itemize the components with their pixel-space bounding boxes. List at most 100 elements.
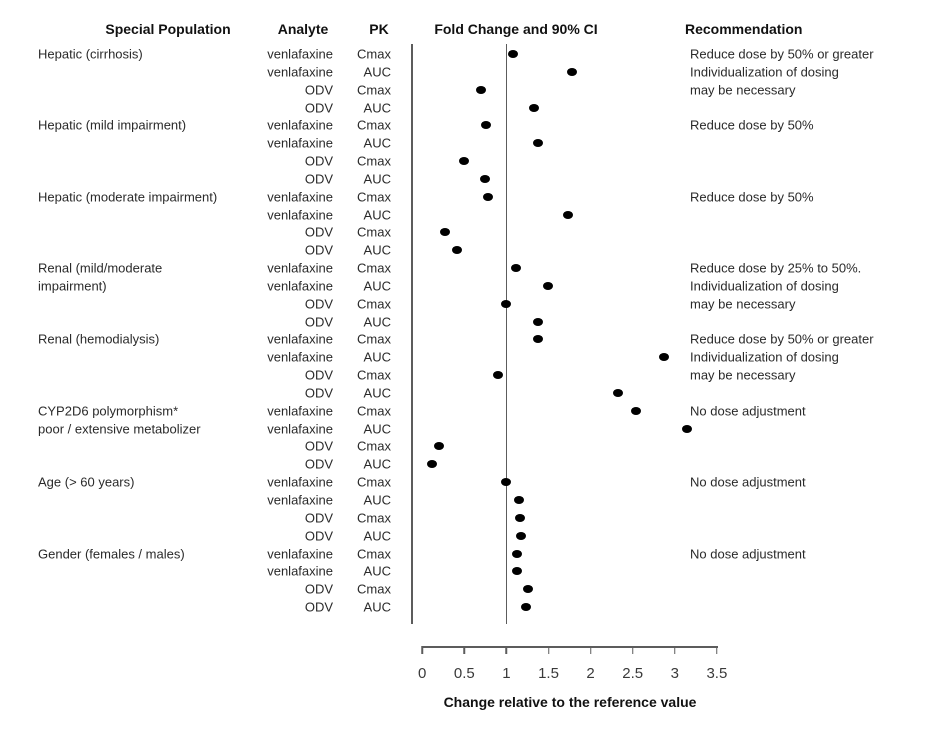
analyte-label: ODV bbox=[304, 599, 333, 615]
data-point bbox=[501, 478, 512, 487]
pk-label: AUC bbox=[363, 314, 391, 330]
column-header-pk: PK bbox=[369, 21, 389, 37]
x-axis-tick-label: 0 bbox=[418, 665, 427, 682]
recommendation-text: Reduce dose by 50% bbox=[690, 117, 814, 133]
x-axis-title: Change relative to the reference value bbox=[443, 694, 697, 710]
data-point bbox=[492, 371, 503, 380]
recommendation-text: may be necessary bbox=[690, 82, 796, 98]
data-point bbox=[427, 460, 438, 469]
x-axis-tick-label: 1 bbox=[502, 665, 511, 682]
x-axis-tick bbox=[505, 646, 508, 654]
pk-label: Cmax bbox=[357, 367, 391, 383]
analyte-label: ODV bbox=[304, 456, 333, 472]
column-header-recommendation: Recommendation bbox=[685, 21, 803, 37]
pk-label: AUC bbox=[363, 349, 391, 365]
data-point bbox=[533, 317, 544, 326]
recommendation-text: No dose adjustment bbox=[690, 474, 806, 490]
x-axis-line bbox=[421, 646, 718, 648]
population-label: Hepatic (cirrhosis) bbox=[38, 46, 143, 62]
data-point bbox=[434, 442, 445, 451]
pk-label: Cmax bbox=[357, 46, 391, 62]
data-point bbox=[482, 192, 493, 201]
data-point bbox=[520, 603, 531, 612]
pk-label: Cmax bbox=[357, 296, 391, 312]
pk-label: AUC bbox=[363, 135, 391, 151]
recommendation-text: may be necessary bbox=[690, 296, 796, 312]
analyte-label: ODV bbox=[304, 438, 333, 454]
pk-label: Cmax bbox=[357, 546, 391, 562]
pk-label: AUC bbox=[363, 207, 391, 223]
pk-label: Cmax bbox=[357, 474, 391, 490]
data-point bbox=[658, 353, 669, 362]
recommendation-text: Reduce dose by 50% or greater bbox=[690, 46, 874, 62]
recommendation-text: Individualization of dosing bbox=[690, 349, 839, 365]
analyte-label: venlafaxine bbox=[267, 349, 333, 365]
data-point bbox=[459, 157, 470, 166]
pk-label: Cmax bbox=[357, 117, 391, 133]
data-point bbox=[476, 85, 487, 94]
pk-label: Cmax bbox=[357, 189, 391, 205]
analyte-label: venlafaxine bbox=[267, 117, 333, 133]
x-axis-tick bbox=[463, 646, 466, 654]
x-axis-tick-label: 1.5 bbox=[538, 665, 559, 682]
analyte-label: ODV bbox=[304, 296, 333, 312]
pk-label: Cmax bbox=[357, 153, 391, 169]
x-axis-tick-label: 2.5 bbox=[622, 665, 644, 682]
data-point bbox=[479, 174, 490, 183]
plot-left-boundary-line bbox=[411, 44, 413, 624]
analyte-label: ODV bbox=[304, 510, 333, 526]
data-point bbox=[451, 246, 462, 255]
analyte-label: ODV bbox=[304, 153, 333, 169]
analyte-label: ODV bbox=[304, 581, 333, 597]
recommendation-text: Individualization of dosing bbox=[690, 278, 839, 294]
pk-label: AUC bbox=[363, 385, 391, 401]
pk-label: AUC bbox=[363, 421, 391, 437]
x-axis-tick bbox=[589, 646, 592, 654]
x-axis-tick-label: 3.5 bbox=[706, 665, 728, 682]
data-point bbox=[562, 210, 573, 219]
recommendation-text: No dose adjustment bbox=[690, 546, 806, 562]
x-axis-tick-label: 0.5 bbox=[453, 665, 475, 682]
analyte-label: ODV bbox=[304, 528, 333, 544]
x-axis-tick bbox=[674, 646, 676, 654]
analyte-label: venlafaxine bbox=[267, 135, 333, 151]
data-point bbox=[501, 299, 512, 308]
data-point bbox=[514, 513, 525, 522]
column-header-fold-change: Fold Change and 90% CI bbox=[434, 21, 598, 37]
data-point bbox=[510, 264, 521, 273]
analyte-label: ODV bbox=[304, 171, 333, 187]
x-axis-tick bbox=[421, 646, 423, 654]
population-label: Hepatic (moderate impairment) bbox=[38, 189, 218, 205]
population-label: Renal (hemodialysis) bbox=[38, 331, 160, 347]
pk-label: AUC bbox=[363, 100, 391, 116]
data-point bbox=[514, 496, 525, 504]
analyte-label: venlafaxine bbox=[267, 563, 333, 579]
analyte-label: ODV bbox=[304, 242, 333, 258]
x-axis-tick-label: 3 bbox=[670, 665, 679, 682]
data-point bbox=[508, 50, 519, 58]
pk-label: Cmax bbox=[357, 510, 391, 526]
pk-label: Cmax bbox=[357, 224, 391, 240]
analyte-label: venlafaxine bbox=[267, 278, 333, 294]
data-point bbox=[439, 228, 450, 237]
pk-label: AUC bbox=[363, 242, 391, 258]
reference-line bbox=[505, 44, 507, 624]
population-label: poor / extensive metabolizer bbox=[38, 421, 201, 437]
data-point bbox=[631, 406, 642, 415]
pk-label: AUC bbox=[363, 563, 391, 579]
data-point bbox=[511, 549, 522, 558]
population-label: impairment) bbox=[38, 278, 107, 294]
x-axis-tick bbox=[547, 646, 550, 654]
analyte-label: ODV bbox=[304, 314, 333, 330]
pk-label: AUC bbox=[363, 64, 391, 80]
recommendation-text: Individualization of dosing bbox=[690, 64, 839, 80]
analyte-label: ODV bbox=[304, 224, 333, 240]
recommendation-text: No dose adjustment bbox=[690, 403, 806, 419]
data-point bbox=[542, 281, 553, 290]
analyte-label: ODV bbox=[304, 367, 333, 383]
data-point bbox=[512, 567, 523, 576]
data-point bbox=[533, 139, 544, 148]
pk-label: Cmax bbox=[357, 82, 391, 98]
data-point bbox=[481, 121, 492, 130]
